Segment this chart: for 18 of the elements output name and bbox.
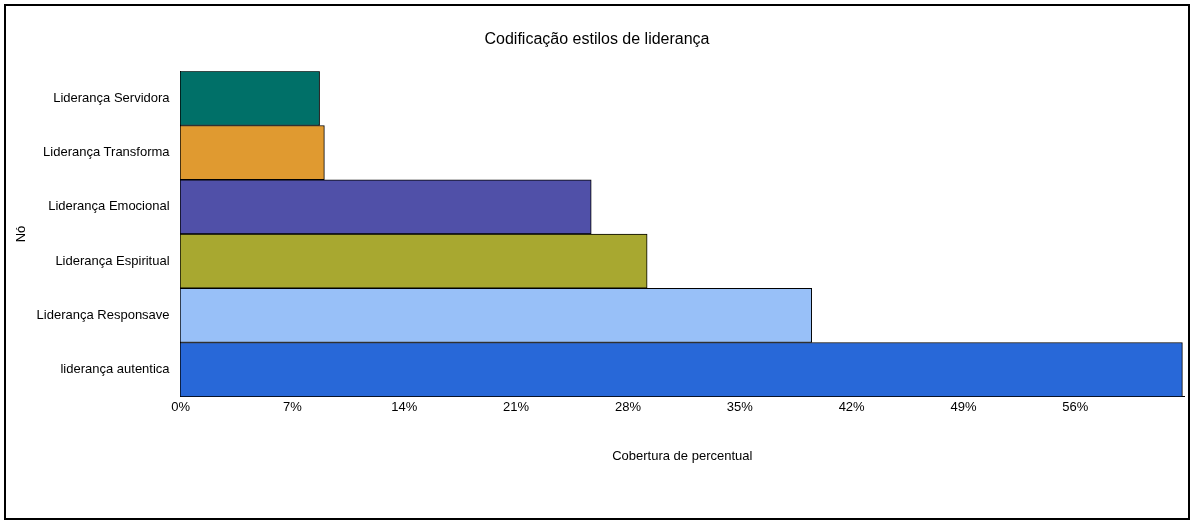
x-tick-label: 7% <box>283 399 303 415</box>
x-tick-label: 56% <box>1062 399 1089 415</box>
chart-title: Codificação estilos de liderança <box>484 30 710 48</box>
x-axis-title: Cobertura de percentual <box>612 447 753 463</box>
x-tick-label: 35% <box>726 399 754 415</box>
y-tick-label: liderança autentica <box>60 361 171 377</box>
y-tick-label: Liderança Transforma <box>43 144 171 160</box>
x-tick-label: 49% <box>950 399 977 415</box>
x-tick-label: 14% <box>391 399 418 415</box>
y-tick-label: Liderança Responsave <box>36 306 170 322</box>
y-tick-label: Liderança Servidora <box>53 89 171 105</box>
x-tick-label: 28% <box>614 399 642 415</box>
x-tick-label: 42% <box>838 399 866 415</box>
x-tick-label: 21% <box>503 399 530 415</box>
y-tick-label: Liderança Emocional <box>48 198 170 214</box>
y-tick-label: Liderança Espiritual <box>55 252 170 268</box>
y-axis-title: Nó <box>13 225 29 243</box>
x-tick-label: 0% <box>171 399 191 415</box>
